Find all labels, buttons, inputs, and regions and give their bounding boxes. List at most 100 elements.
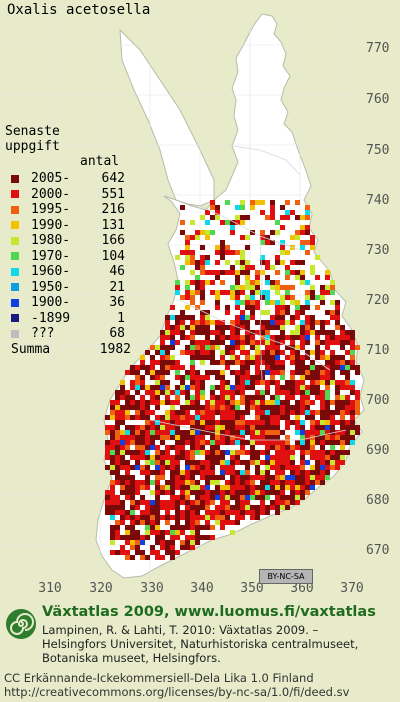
occurrence-square [195, 495, 200, 500]
occurrence-square [145, 420, 150, 425]
brand-link[interactable]: Växtatlas 2009, www.luomus.fi/vaxtatlas [42, 604, 376, 620]
occurrence-square [160, 535, 165, 540]
occurrence-square [235, 275, 240, 280]
occurrence-square [185, 510, 190, 515]
occurrence-square [245, 450, 250, 455]
occurrence-square [250, 430, 255, 435]
occurrence-square [125, 405, 130, 410]
license-url[interactable]: http://creativecommons.org/licenses/by-n… [4, 685, 350, 699]
cc-license-badge[interactable]: BY-NC-SA [259, 569, 313, 584]
occurrence-square [120, 460, 125, 465]
occurrence-square [220, 415, 225, 420]
occurrence-square [320, 450, 325, 455]
occurrence-square [130, 430, 135, 435]
occurrence-square [255, 290, 260, 295]
occurrence-square [195, 385, 200, 390]
occurrence-square [140, 435, 145, 440]
occurrence-square [240, 500, 245, 505]
occurrence-square [190, 280, 195, 285]
occurrence-square [310, 400, 315, 405]
occurrence-square [145, 480, 150, 485]
occurrence-square [295, 310, 300, 315]
occurrence-square [240, 515, 245, 520]
occurrence-square [260, 405, 265, 410]
occurrence-square [340, 425, 345, 430]
y-axis-ticks: 770 760 750 740 730 720 710 700 690 680 … [360, 0, 400, 600]
occurrence-square [205, 455, 210, 460]
occurrence-square [190, 300, 195, 305]
occurrence-square [140, 500, 145, 505]
occurrence-square [135, 425, 140, 430]
occurrence-square [160, 390, 165, 395]
occurrence-square [185, 450, 190, 455]
occurrence-square [120, 440, 125, 445]
occurrence-square [320, 325, 325, 330]
occurrence-square [140, 395, 145, 400]
y-tick-label: 690 [366, 443, 390, 458]
occurrence-square [225, 515, 230, 520]
occurrence-square [295, 500, 300, 505]
occurrence-square [280, 325, 285, 330]
occurrence-square [300, 430, 305, 435]
occurrence-square [210, 200, 215, 205]
occurrence-square [345, 360, 350, 365]
occurrence-square [280, 440, 285, 445]
occurrence-square [225, 245, 230, 250]
occurrence-square [200, 465, 205, 470]
occurrence-square [285, 210, 290, 215]
occurrence-square [270, 350, 275, 355]
occurrence-square [300, 370, 305, 375]
occurrence-square [335, 465, 340, 470]
occurrence-square [300, 405, 305, 410]
occurrence-square [310, 240, 315, 245]
occurrence-square [215, 515, 220, 520]
occurrence-square [350, 420, 355, 425]
occurrence-square [135, 435, 140, 440]
occurrence-square [195, 500, 200, 505]
occurrence-square [210, 420, 215, 425]
occurrence-square [210, 390, 215, 395]
occurrence-square [315, 465, 320, 470]
occurrence-square [135, 450, 140, 455]
occurrence-square [350, 330, 355, 335]
occurrence-square [175, 360, 180, 365]
occurrence-square [320, 425, 325, 430]
occurrence-square [270, 240, 275, 245]
occurrence-square [285, 500, 290, 505]
occurrence-square [250, 340, 255, 345]
occurrence-square [215, 260, 220, 265]
occurrence-square [190, 345, 195, 350]
occurrence-square [180, 415, 185, 420]
occurrence-square [240, 320, 245, 325]
occurrence-square [335, 420, 340, 425]
occurrence-square [230, 465, 235, 470]
occurrence-square [180, 335, 185, 340]
occurrence-square [265, 290, 270, 295]
occurrence-square [150, 500, 155, 505]
occurrence-square [125, 395, 130, 400]
occurrence-square [155, 480, 160, 485]
occurrence-square [180, 515, 185, 520]
occurrence-square [195, 280, 200, 285]
occurrence-square [275, 355, 280, 360]
occurrence-square [145, 405, 150, 410]
occurrence-square [185, 245, 190, 250]
occurrence-square [240, 290, 245, 295]
occurrence-square [335, 310, 340, 315]
occurrence-square [260, 335, 265, 340]
occurrence-square [250, 360, 255, 365]
occurrence-square [195, 400, 200, 405]
occurrence-square [255, 200, 260, 205]
occurrence-square [165, 415, 170, 420]
occurrence-square [305, 340, 310, 345]
occurrence-square [140, 485, 145, 490]
occurrence-square [200, 535, 205, 540]
occurrence-square [250, 510, 255, 515]
occurrence-square [225, 200, 230, 205]
occurrence-square [200, 395, 205, 400]
occurrence-square [110, 415, 115, 420]
occurrence-square [110, 460, 115, 465]
occurrence-square [160, 440, 165, 445]
occurrence-square [260, 480, 265, 485]
occurrence-square [275, 230, 280, 235]
